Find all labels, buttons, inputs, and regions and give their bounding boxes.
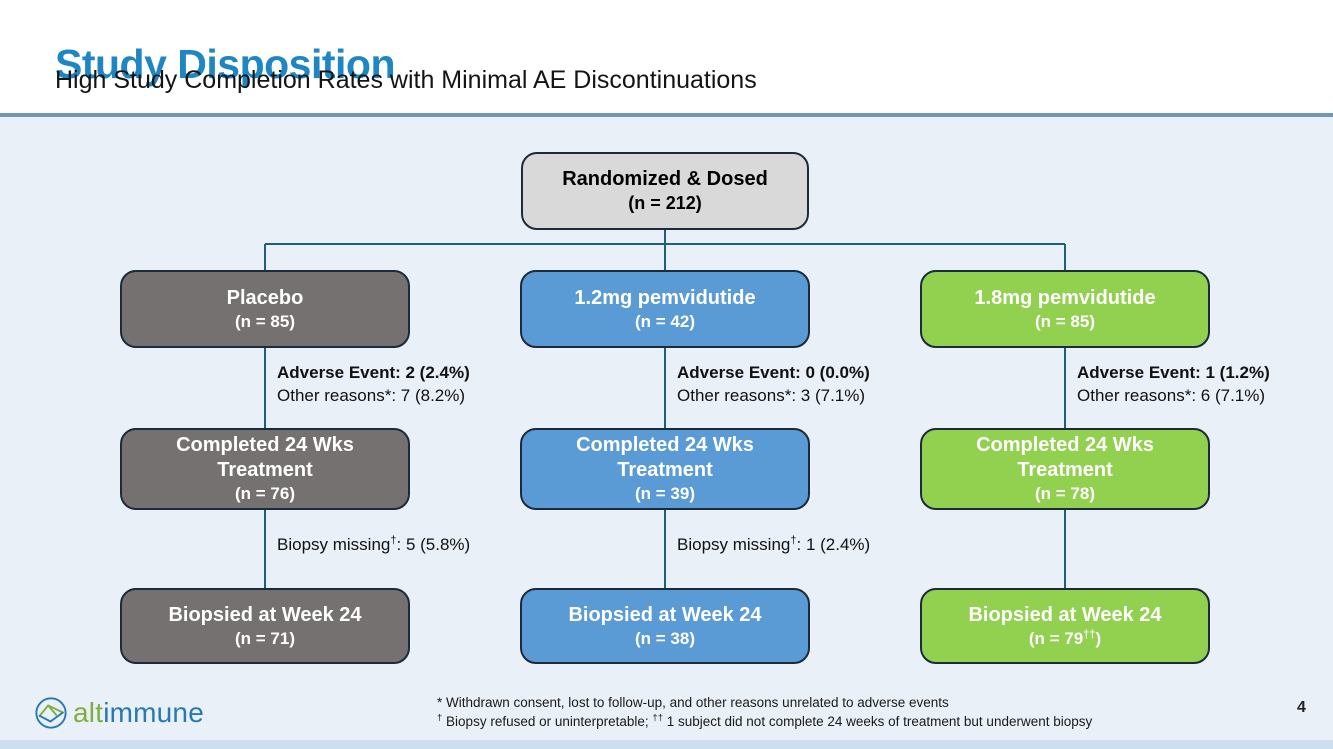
dropout-note-placebo: Adverse Event: 2 (2.4%) Other reasons*: … [277,361,470,407]
arm-box-1-2mg: 1.2mg pemvidutide (n = 42) [520,270,810,348]
header-divider [0,113,1333,117]
arm-box-placebo: Placebo (n = 85) [120,270,410,348]
other-reasons-line: Other reasons*: 6 (7.1%) [1077,386,1266,405]
footnote-daggers: † Biopsy refused or uninterpretable; †† … [437,712,1093,729]
biopsy-value: : 5 (5.8%) [396,535,471,554]
bottom-strip [0,740,1333,749]
biopsied-box-1-2mg: Biopsied at Week 24 (n = 38) [520,588,810,664]
box-n-count: (n = 76) [235,484,295,504]
adverse-event-line: Adverse Event: 0 (0.0%) [677,363,870,382]
altimmune-logo-icon [35,697,67,729]
box-n-count: (n = 39) [635,484,695,504]
double-dagger-mark: †† [652,712,663,724]
footnote-asterisk: * Withdrawn consent, lost to follow-up, … [437,695,949,710]
box-label: 1.2mg pemvidutide [574,286,756,309]
arm-box-1-8mg: 1.8mg pemvidutide (n = 85) [920,270,1210,348]
biopsy-missing-note-placebo: Biopsy missing†: 5 (5.8%) [277,533,470,556]
box-label: Biopsied at Week 24 [168,603,362,626]
box-label: Placebo [226,286,304,309]
box-n-count: (n = 42) [635,312,695,332]
box-label: Completed 24 Wks Treatment [176,434,354,481]
box-label: Completed 24 Wks Treatment [576,434,754,481]
biopsied-box-1-8mg: Biopsied at Week 24 (n = 79††) [920,588,1210,664]
box-n-count: (n = 38) [635,629,695,649]
biopsy-text: Biopsy missing [277,535,391,554]
adverse-event-line: Adverse Event: 1 (1.2%) [1077,363,1270,382]
box-label: Biopsied at Week 24 [968,603,1162,626]
box-n-count: (n = 71) [235,629,295,649]
completed-box-1-8mg: Completed 24 Wks Treatment (n = 78) [920,428,1210,510]
dropout-note-1-2mg: Adverse Event: 0 (0.0%) Other reasons*: … [677,361,870,407]
page-number: 4 [1297,699,1306,716]
page-subtitle: High Study Completion Rates with Minimal… [55,66,757,94]
biopsy-missing-note-1-2mg: Biopsy missing†: 1 (2.4%) [677,533,870,556]
footnotes: * Withdrawn consent, lost to follow-up, … [437,693,1092,731]
biopsy-text: Biopsy missing [677,535,791,554]
box-n-count: (n = 79††) [1028,628,1102,649]
box-label: Randomized & Dosed [562,168,768,191]
dagger-mark: † [390,534,397,547]
dagger-mark: † [437,712,443,724]
box-label: 1.8mg pemvidutide [974,286,1156,309]
box-label: Completed 24 Wks Treatment [976,434,1154,481]
altimmune-wordmark: altimmune [73,697,204,728]
box-label: Biopsied at Week 24 [568,603,762,626]
completed-box-placebo: Completed 24 Wks Treatment (n = 76) [120,428,410,510]
box-n-count: (n = 85) [1035,312,1095,332]
altimmune-logo: altimmune [34,696,204,730]
completed-box-1-2mg: Completed 24 Wks Treatment (n = 39) [520,428,810,510]
biopsied-box-placebo: Biopsied at Week 24 (n = 71) [120,588,410,664]
page-title: Study Disposition [55,41,396,88]
box-n-count: (n = 85) [235,312,295,332]
biopsy-value: : 1 (2.4%) [796,535,871,554]
randomized-dosed-box: Randomized & Dosed (n = 212) [521,152,809,230]
dropout-note-1-8mg: Adverse Event: 1 (1.2%) Other reasons*: … [1077,361,1270,407]
other-reasons-line: Other reasons*: 3 (7.1%) [677,386,866,405]
dagger-mark: † [790,534,797,547]
double-dagger-mark: †† [1083,628,1096,641]
box-n-count: (n = 78) [1035,484,1095,504]
other-reasons-line: Other reasons*: 7 (8.2%) [277,386,466,405]
box-n-count: (n = 212) [628,193,702,214]
adverse-event-line: Adverse Event: 2 (2.4%) [277,363,470,382]
